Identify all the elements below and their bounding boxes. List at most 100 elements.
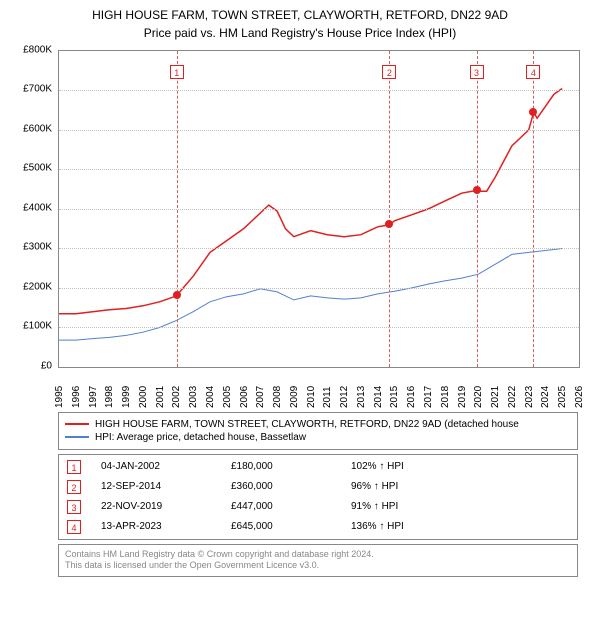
sales-marker-num: 3 [67,500,81,514]
sales-row: 4 13-APR-2023£645,000136% ↑ HPI [59,517,577,537]
gridline-h [59,209,579,210]
footer-note: Contains HM Land Registry data © Crown c… [58,544,578,577]
sale-dot [173,291,181,299]
footer-line-2: This data is licensed under the Open Gov… [65,560,571,572]
sales-row: 2 12-SEP-2014£360,00096% ↑ HPI [59,477,577,497]
x-tick-label: 2007 [255,385,266,407]
sale-dot [473,186,481,194]
sale-marker-box: 3 [470,65,484,79]
sale-dot [529,108,537,116]
sales-marker-num: 4 [67,520,81,534]
legend-label: HIGH HOUSE FARM, TOWN STREET, CLAYWORTH,… [95,419,519,430]
x-tick-label: 2025 [557,385,568,407]
x-tick-label: 2026 [574,385,585,407]
footer-line-1: Contains HM Land Registry data © Crown c… [65,549,571,561]
y-tick-label: £800K [23,44,52,55]
sales-row: 1 04-JAN-2002£180,000102% ↑ HPI [59,457,577,477]
gridline-h [59,327,579,328]
y-tick-label: £700K [23,84,52,95]
gridline-h [59,90,579,91]
sales-price: £645,000 [231,521,351,532]
sales-date: 04-JAN-2002 [101,461,231,472]
x-tick-label: 2023 [524,385,535,407]
plot-area: 1 2 3 4 [58,50,580,368]
x-tick-label: 1999 [121,385,132,407]
series-line [59,248,562,340]
sales-pct: 96% ↑ HPI [351,481,461,492]
sales-row: 3 22-NOV-2019£447,00091% ↑ HPI [59,497,577,517]
sale-dot [385,220,393,228]
x-tick-label: 2020 [473,385,484,407]
legend-swatch [65,436,89,438]
y-tick-label: £300K [23,242,52,253]
y-tick-label: £400K [23,202,52,213]
x-tick-label: 2006 [239,385,250,407]
sales-marker-num: 1 [67,460,81,474]
sale-marker-box: 1 [170,65,184,79]
legend-swatch [65,423,89,425]
y-tick-label: £100K [23,321,52,332]
sale-vline [389,51,390,367]
x-tick-label: 2003 [188,385,199,407]
x-tick-label: 2019 [457,385,468,407]
sales-date: 22-NOV-2019 [101,501,231,512]
legend-row: HPI: Average price, detached house, Bass… [65,432,571,443]
x-tick-label: 2011 [322,386,333,408]
x-tick-label: 2016 [406,385,417,407]
sales-pct: 102% ↑ HPI [351,461,461,472]
sales-price: £360,000 [231,481,351,492]
x-tick-label: 2001 [155,385,166,407]
sales-pct: 136% ↑ HPI [351,521,461,532]
x-tick-label: 2013 [356,385,367,407]
gridline-h [59,169,579,170]
x-tick-label: 2002 [171,385,182,407]
sales-table: 1 04-JAN-2002£180,000102% ↑ HPI 2 12-SEP-20… [58,454,578,540]
sale-marker-box: 4 [526,65,540,79]
sales-marker-num: 2 [67,480,81,494]
legend-row: HIGH HOUSE FARM, TOWN STREET, CLAYWORTH,… [65,419,571,430]
x-tick-label: 2018 [440,385,451,407]
sales-price: £447,000 [231,501,351,512]
sale-vline [533,51,534,367]
x-tick-label: 2022 [507,385,518,407]
y-tick-label: £200K [23,281,52,292]
x-axis-labels: 1995199619971998199920002001200220032004… [58,370,580,406]
gridline-h [59,130,579,131]
x-tick-label: 1998 [104,385,115,407]
y-tick-label: £0 [41,360,52,371]
sale-marker-box: 2 [382,65,396,79]
gridline-h [59,288,579,289]
legend-label: HPI: Average price, detached house, Bass… [95,432,306,443]
x-tick-label: 2017 [423,385,434,407]
chart-title: HIGH HOUSE FARM, TOWN STREET, CLAYWORTH,… [12,8,588,24]
x-tick-label: 2014 [373,385,384,407]
sales-pct: 91% ↑ HPI [351,501,461,512]
x-tick-label: 2010 [306,385,317,407]
x-tick-label: 2008 [272,385,283,407]
x-tick-label: 2015 [389,385,400,407]
series-line [59,88,562,313]
x-tick-label: 1997 [88,385,99,407]
chart-container: HIGH HOUSE FARM, TOWN STREET, CLAYWORTH,… [0,0,600,585]
sales-date: 12-SEP-2014 [101,481,231,492]
y-axis-labels: £0£100K£200K£300K£400K£500K£600K£700K£80… [12,50,56,368]
x-tick-label: 2012 [339,385,350,407]
gridline-h [59,248,579,249]
x-tick-label: 1995 [54,385,65,407]
legend-box: HIGH HOUSE FARM, TOWN STREET, CLAYWORTH,… [58,412,578,450]
x-tick-label: 1996 [71,385,82,407]
sale-vline [477,51,478,367]
sales-price: £180,000 [231,461,351,472]
sales-date: 13-APR-2023 [101,521,231,532]
x-tick-label: 2000 [138,385,149,407]
y-tick-label: £600K [23,123,52,134]
sale-vline [177,51,178,367]
y-tick-label: £500K [23,163,52,174]
x-tick-label: 2021 [490,385,501,407]
x-tick-label: 2005 [222,385,233,407]
chart-area: £0 £100K £200K £300K £400K £500K £600K £700K £80… [12,46,588,406]
chart-subtitle: Price paid vs. HM Land Registry's House … [12,26,588,40]
x-tick-label: 2009 [289,385,300,407]
x-tick-label: 2004 [205,385,216,407]
x-tick-label: 2024 [540,385,551,407]
